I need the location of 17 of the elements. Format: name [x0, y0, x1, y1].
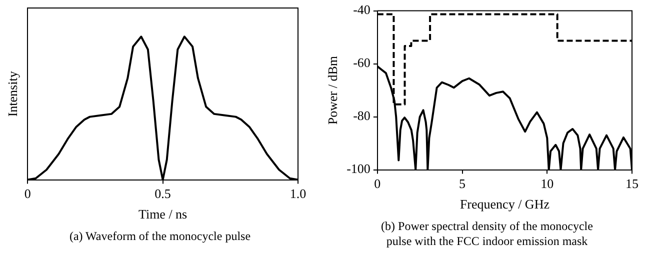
x-tick-label: 5: [459, 176, 466, 192]
x-tick-label: 0: [374, 176, 381, 192]
y-tick-label: -40: [353, 2, 370, 18]
text: (b) Power spectral density of the monocycle pulse with the FCC indoor emission mask: [380, 219, 594, 249]
y-axis-title: Intensity: [5, 70, 20, 117]
x-tick-label: 10: [540, 176, 554, 192]
x-tick-label: 0.5: [154, 186, 171, 202]
x-axis-title: Time / ns: [138, 206, 188, 222]
x-tick-label: 1.0: [290, 186, 306, 202]
x-axis-title: Frequency / GHz: [460, 196, 550, 212]
y-tick-label: -100: [346, 161, 370, 176]
y-tick-label: -60: [353, 55, 370, 70]
y-axis-title: Power / dBm: [325, 56, 340, 125]
y-tick-label: -80: [353, 108, 370, 124]
x-tick-label: 15: [626, 176, 638, 192]
x-tick-label: 0: [24, 186, 31, 202]
text: (a) Waveform of the monocycle pulse: [68, 229, 252, 244]
